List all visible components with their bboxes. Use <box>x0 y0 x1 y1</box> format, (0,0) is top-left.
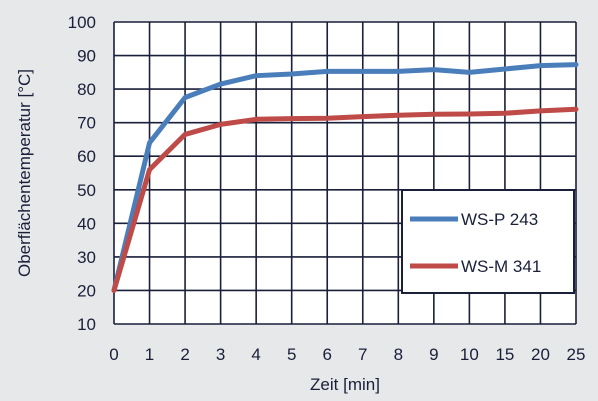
data-point <box>504 112 506 114</box>
x-tick-label: 8 <box>394 345 403 364</box>
data-point <box>291 118 293 120</box>
x-tick-label: 3 <box>216 345 225 364</box>
data-point <box>575 64 577 66</box>
y-tick-label: 50 <box>77 181 96 200</box>
data-point <box>362 70 364 72</box>
series-line-ws-p-243 <box>111 62 579 293</box>
legend-label-ws-m-341: WS-M 341 <box>461 257 541 276</box>
y-tick-label: 60 <box>77 147 96 166</box>
series-line-ws-m-341 <box>111 106 579 293</box>
y-axis-title: Oberflächentemperatur [°C] <box>15 69 34 277</box>
legend-box <box>401 189 575 294</box>
data-point <box>433 113 435 115</box>
x-tick-label: 1 <box>145 345 154 364</box>
y-tick-label: 100 <box>68 13 96 32</box>
x-tick-label: 2 <box>180 345 189 364</box>
data-point <box>326 117 328 119</box>
data-point <box>113 289 115 291</box>
x-tick-label: 10 <box>460 345 479 364</box>
data-point <box>255 75 257 77</box>
x-tick-label: 4 <box>251 345 260 364</box>
data-point <box>504 68 506 70</box>
x-tick-label: 0 <box>109 345 118 364</box>
y-tick-label: 30 <box>77 248 96 267</box>
x-tick-label: 7 <box>358 345 367 364</box>
data-point <box>468 71 470 73</box>
data-point <box>255 118 257 120</box>
data-point <box>184 97 186 98</box>
data-point <box>468 113 470 115</box>
y-tick-label: 70 <box>77 114 96 133</box>
x-tick-label: 9 <box>429 345 438 364</box>
x-tick-label: 6 <box>322 345 331 364</box>
y-tick-label: 20 <box>77 281 96 300</box>
data-point <box>397 114 399 116</box>
legend-label-ws-p-243: WS-P 243 <box>461 210 538 229</box>
data-point <box>326 70 328 72</box>
series-lines <box>111 62 579 293</box>
data-point <box>539 110 541 112</box>
x-tick-label: 15 <box>495 345 514 364</box>
data-point <box>184 133 186 135</box>
legend: WS-P 243 WS-M 341 <box>401 189 575 294</box>
y-tick-label: 80 <box>77 80 96 99</box>
y-tick-label: 10 <box>77 315 96 334</box>
data-point <box>291 73 293 75</box>
data-point <box>362 116 364 118</box>
data-point <box>397 70 399 72</box>
x-tick-label: 25 <box>567 345 586 364</box>
y-tick-label: 90 <box>77 47 96 66</box>
data-point <box>149 142 151 144</box>
data-point <box>575 108 577 110</box>
tick-labels: 10 20 30 40 50 60 70 80 90 100 0 1 2 3 4 5 6 7 8 9 10 15 20 25 <box>68 13 586 364</box>
data-point <box>220 123 222 125</box>
data-point <box>149 169 151 171</box>
data-point <box>220 83 222 85</box>
y-tick-label: 40 <box>77 214 96 233</box>
data-point <box>539 65 541 67</box>
data-point <box>433 69 435 71</box>
x-axis-title: Zeit [min] <box>310 375 380 394</box>
x-tick-label: 5 <box>287 345 296 364</box>
x-tick-label: 20 <box>531 345 550 364</box>
